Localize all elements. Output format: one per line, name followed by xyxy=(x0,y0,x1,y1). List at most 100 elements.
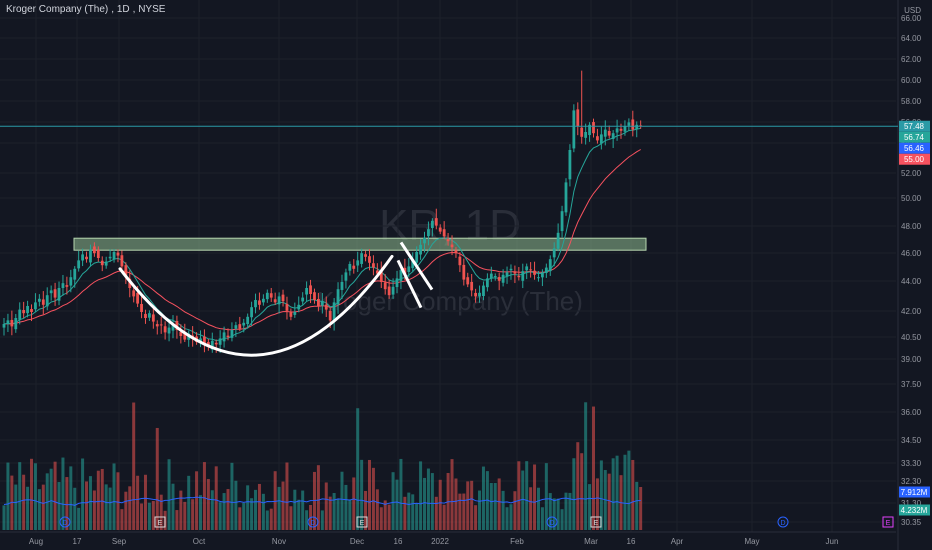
volume-bar xyxy=(147,502,151,530)
volume-bars xyxy=(2,402,643,530)
volume-bar xyxy=(485,471,489,530)
price-tick-label: 58.00 xyxy=(901,97,922,106)
event-marker-label: D xyxy=(62,520,67,527)
volume-bar xyxy=(171,483,175,530)
volume-bar xyxy=(367,459,371,530)
candle-body xyxy=(269,293,273,298)
candle-body xyxy=(375,270,379,274)
candle-body xyxy=(450,244,454,248)
volume-bar xyxy=(352,477,356,530)
earnings-marker xyxy=(590,516,602,528)
candle-body xyxy=(254,300,257,308)
volume-bar xyxy=(462,493,466,530)
candle-body xyxy=(6,320,10,325)
candle-body xyxy=(615,128,619,133)
candle-body xyxy=(537,277,540,279)
candle-body xyxy=(34,302,37,310)
candle-body xyxy=(179,331,183,336)
price-tick-label: 30.35 xyxy=(901,518,922,527)
candle-body xyxy=(541,272,544,278)
candle-body xyxy=(525,266,529,271)
candle-body xyxy=(544,267,548,274)
volume-bar xyxy=(273,471,277,530)
volume-bar xyxy=(611,458,615,530)
volume-bar xyxy=(202,462,206,530)
volume-bar xyxy=(458,493,462,530)
volume-bar xyxy=(332,493,336,530)
candle-body xyxy=(446,238,450,242)
candle-body xyxy=(218,338,222,345)
volume-badge xyxy=(899,504,930,516)
event-marker-label: D xyxy=(780,520,785,527)
cup-curve xyxy=(118,254,394,357)
volume-bar xyxy=(136,475,140,530)
dividend-marker xyxy=(307,516,319,528)
candle-body xyxy=(430,220,434,229)
price-badge-label: 55.00 xyxy=(904,155,925,164)
price-tick-label: 40.50 xyxy=(901,333,922,342)
volume-bar xyxy=(132,402,136,530)
candle-body xyxy=(140,303,143,312)
volume-bar xyxy=(124,491,128,530)
volume-bar xyxy=(104,484,108,530)
volume-bar xyxy=(383,500,387,530)
price-tick-label: 64.00 xyxy=(901,34,922,43)
candle-body xyxy=(352,265,356,269)
candle-body xyxy=(77,260,81,269)
volume-bar xyxy=(281,481,285,530)
volume-bar xyxy=(607,473,611,530)
candle-body xyxy=(273,299,277,303)
volume-bar xyxy=(49,468,53,530)
candle-body xyxy=(159,324,163,326)
volume-bar xyxy=(635,481,639,530)
volume-bar xyxy=(53,461,57,530)
candle-body xyxy=(148,313,151,318)
candle-body xyxy=(53,289,57,298)
volume-bar xyxy=(100,468,104,530)
volume-bar xyxy=(564,492,568,530)
volume-bar xyxy=(120,509,124,530)
volume-bar xyxy=(403,496,407,530)
volume-bar xyxy=(407,492,411,530)
volume-bar xyxy=(285,462,289,530)
volume-bar xyxy=(41,484,45,530)
candles xyxy=(2,70,643,353)
candle-body xyxy=(372,263,375,268)
candle-body xyxy=(2,324,6,328)
candle-body xyxy=(167,327,171,334)
volume-bar xyxy=(116,472,120,530)
candle-body xyxy=(552,248,556,258)
candle-body xyxy=(18,309,22,320)
candle-body xyxy=(356,260,360,266)
volume-bar xyxy=(521,470,525,530)
candle-body xyxy=(584,132,588,138)
volume-badge-label: 4.232M xyxy=(901,506,928,515)
volume-bar xyxy=(257,483,261,530)
price-tick-label: 42.00 xyxy=(901,307,922,316)
event-marker-label: D xyxy=(310,520,315,527)
volume-bar xyxy=(65,477,69,530)
candle-body xyxy=(26,306,29,314)
volume-bar xyxy=(489,482,493,530)
candle-body xyxy=(136,292,140,304)
volume-bar xyxy=(493,483,497,530)
volume-bar xyxy=(505,507,509,530)
candle-body xyxy=(214,342,218,345)
candle-body xyxy=(572,110,576,149)
volume-bar xyxy=(199,495,202,530)
volume-bar xyxy=(509,504,513,530)
volume-bar xyxy=(69,466,73,530)
volume-bar xyxy=(631,459,635,530)
volume-bar xyxy=(254,489,258,530)
candle-body xyxy=(427,229,430,237)
volume-bar xyxy=(419,461,423,530)
volume-bar xyxy=(96,470,100,530)
volume-bar xyxy=(61,457,65,530)
volume-bar xyxy=(2,505,6,530)
interval: 1D xyxy=(116,4,130,15)
candle-body xyxy=(568,150,572,180)
volume-bar xyxy=(391,472,395,530)
